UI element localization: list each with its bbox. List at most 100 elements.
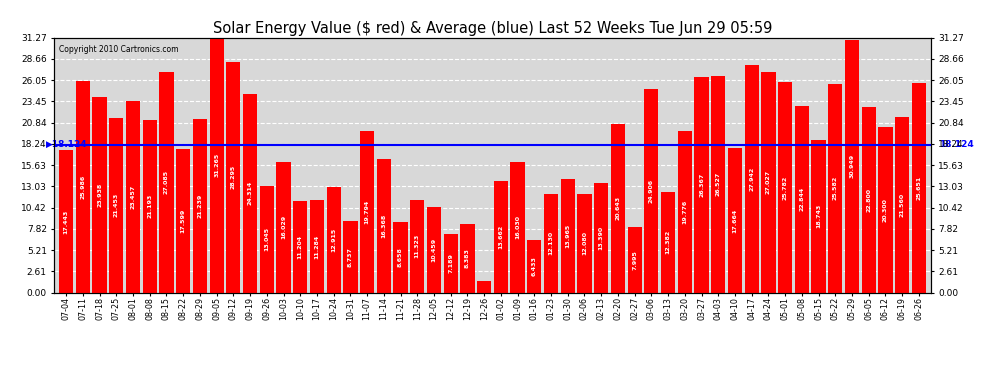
Bar <box>59 150 73 292</box>
Bar <box>344 221 357 292</box>
Text: 16.029: 16.029 <box>281 215 286 239</box>
Text: 16.368: 16.368 <box>381 214 386 238</box>
Bar <box>109 117 124 292</box>
Bar <box>728 148 742 292</box>
Bar <box>778 82 792 292</box>
Bar <box>644 89 658 292</box>
Text: ▶18.124: ▶18.124 <box>47 140 88 149</box>
Text: 17.443: 17.443 <box>63 209 68 234</box>
Text: 13.662: 13.662 <box>498 225 503 249</box>
Text: 8.737: 8.737 <box>347 247 352 267</box>
Text: 20.643: 20.643 <box>616 196 621 220</box>
Text: 22.844: 22.844 <box>799 187 804 211</box>
Text: 17.599: 17.599 <box>181 209 186 233</box>
Bar <box>812 140 826 292</box>
Text: 19.776: 19.776 <box>682 200 687 224</box>
Bar <box>528 240 542 292</box>
Text: 20.300: 20.300 <box>883 198 888 222</box>
Text: 12.080: 12.080 <box>582 231 587 255</box>
Text: 26.527: 26.527 <box>716 172 721 196</box>
Bar <box>259 186 274 292</box>
Text: 24.314: 24.314 <box>248 181 252 206</box>
Title: Solar Energy Value ($ red) & Average (blue) Last 52 Weeks Tue Jun 29 05:59: Solar Energy Value ($ red) & Average (bl… <box>213 21 772 36</box>
Text: Copyright 2010 Cartronics.com: Copyright 2010 Cartronics.com <box>58 45 178 54</box>
Text: 12.382: 12.382 <box>665 230 670 254</box>
Text: 27.085: 27.085 <box>164 170 169 194</box>
Bar <box>494 181 508 292</box>
Text: 21.560: 21.560 <box>900 192 905 217</box>
Text: 10.459: 10.459 <box>432 238 437 262</box>
Bar <box>795 106 809 292</box>
Bar <box>310 201 324 292</box>
Text: 13.390: 13.390 <box>599 226 604 250</box>
Bar <box>227 62 241 292</box>
Bar <box>711 76 726 292</box>
Bar <box>92 97 107 292</box>
Text: 8.383: 8.383 <box>465 248 470 268</box>
Text: 25.651: 25.651 <box>917 176 922 200</box>
Text: 27.027: 27.027 <box>766 170 771 194</box>
Bar <box>694 78 709 292</box>
Text: 21.453: 21.453 <box>114 193 119 217</box>
Text: 21.239: 21.239 <box>197 194 202 218</box>
Bar <box>393 222 408 292</box>
Bar <box>594 183 608 292</box>
Bar <box>276 162 291 292</box>
Text: 16.030: 16.030 <box>515 215 520 239</box>
Text: 31.265: 31.265 <box>214 153 219 177</box>
Text: 25.582: 25.582 <box>833 176 838 200</box>
Text: 11.204: 11.204 <box>298 235 303 259</box>
Bar <box>744 64 758 292</box>
Bar <box>511 162 525 292</box>
Bar <box>544 194 558 292</box>
Bar <box>126 101 141 292</box>
Text: 12.915: 12.915 <box>332 228 337 252</box>
Text: 18.124: 18.124 <box>939 140 974 149</box>
Bar <box>861 106 876 292</box>
Bar <box>159 72 173 292</box>
Bar <box>895 117 909 292</box>
Text: 13.045: 13.045 <box>264 227 269 251</box>
Bar <box>678 131 692 292</box>
Bar <box>560 178 575 292</box>
Text: 17.664: 17.664 <box>733 209 738 232</box>
Text: 6.433: 6.433 <box>532 256 537 276</box>
Bar <box>210 38 224 292</box>
Bar <box>143 120 156 292</box>
Bar <box>193 119 207 292</box>
Text: 19.794: 19.794 <box>364 200 369 224</box>
Text: 21.193: 21.193 <box>148 194 152 218</box>
Bar <box>360 131 374 292</box>
Text: 8.658: 8.658 <box>398 247 403 267</box>
Bar <box>611 124 625 292</box>
Bar <box>477 281 491 292</box>
Text: 25.782: 25.782 <box>783 175 788 200</box>
Text: 23.457: 23.457 <box>131 185 136 209</box>
Bar <box>628 227 642 292</box>
Bar <box>76 81 90 292</box>
Bar <box>377 159 391 292</box>
Text: 7.189: 7.189 <box>448 253 453 273</box>
Bar <box>761 72 775 292</box>
Text: 7.995: 7.995 <box>633 250 638 270</box>
Bar <box>444 234 457 292</box>
Bar <box>243 94 257 292</box>
Text: 12.130: 12.130 <box>548 231 553 255</box>
Text: 25.986: 25.986 <box>80 174 85 199</box>
Bar <box>410 200 425 292</box>
Text: 23.938: 23.938 <box>97 183 102 207</box>
Text: 27.942: 27.942 <box>749 166 754 191</box>
Bar <box>176 149 190 292</box>
Bar <box>293 201 307 292</box>
Bar <box>829 84 842 292</box>
Bar <box>427 207 442 292</box>
Text: 13.965: 13.965 <box>565 224 570 248</box>
Bar <box>912 83 926 292</box>
Text: 28.295: 28.295 <box>231 165 236 189</box>
Text: 11.323: 11.323 <box>415 234 420 258</box>
Text: 24.906: 24.906 <box>648 179 653 203</box>
Bar <box>327 187 341 292</box>
Bar <box>661 192 675 292</box>
Bar <box>460 224 474 292</box>
Bar <box>577 194 592 292</box>
